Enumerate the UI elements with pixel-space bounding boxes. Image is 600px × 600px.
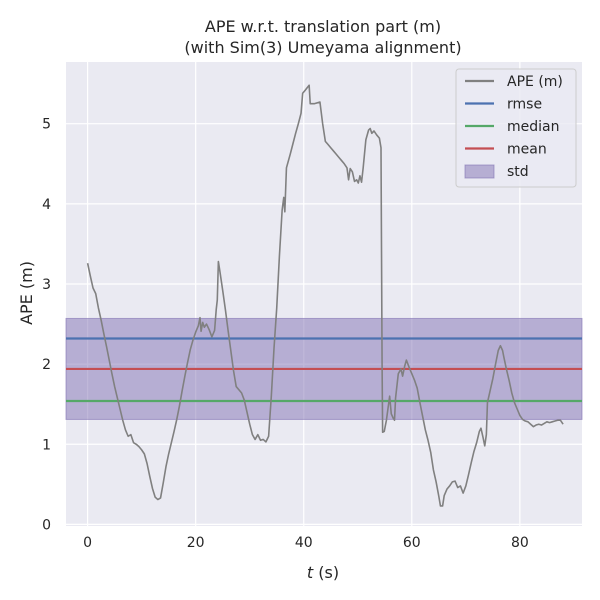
y-axis-label: APE (m): [17, 261, 36, 325]
stat-lines: [66, 337, 582, 403]
x-tick-labels: 0 20 40 60 80: [83, 535, 529, 551]
y-tick-label: 2: [42, 357, 51, 373]
y-tick-label: 0: [42, 517, 51, 533]
chart-subtitle: (with Sim(3) Umeyama alignment): [184, 38, 461, 57]
legend-swatch: [464, 164, 495, 179]
legend-item: std: [464, 164, 529, 180]
legend-box: [455, 68, 577, 188]
x-tick-label: 60: [403, 535, 421, 551]
x-tick-label: 80: [511, 535, 529, 551]
chart-title: APE w.r.t. translation part (m): [205, 17, 441, 36]
y-tick-labels: 0 1 2 3 4 5: [42, 117, 51, 534]
x-tick-label: 40: [295, 535, 313, 551]
legend-label: mean: [507, 142, 547, 158]
x-axis-unit: (s): [313, 563, 339, 582]
y-tick-label: 4: [42, 197, 51, 213]
legend-item: rmse: [465, 97, 542, 113]
x-tick-label: 20: [187, 535, 205, 551]
x-tick-label: 0: [83, 535, 92, 551]
legend: APE (m) rmse median mean std: [455, 68, 577, 188]
y-tick-label: 3: [42, 277, 51, 293]
legend-item: APE (m): [465, 74, 563, 90]
y-tick-label: 5: [42, 117, 51, 133]
x-axis-variable: t: [307, 563, 314, 582]
legend-label: rmse: [507, 97, 542, 113]
legend-item: median: [465, 119, 559, 135]
y-tick-label: 1: [42, 437, 51, 453]
legend-label: APE (m): [507, 74, 563, 90]
legend-item: mean: [465, 142, 547, 158]
x-axis-label: t (s): [307, 563, 339, 582]
legend-label: median: [507, 119, 559, 135]
ape-series-line: [86, 84, 564, 507]
legend-label: std: [507, 164, 529, 180]
